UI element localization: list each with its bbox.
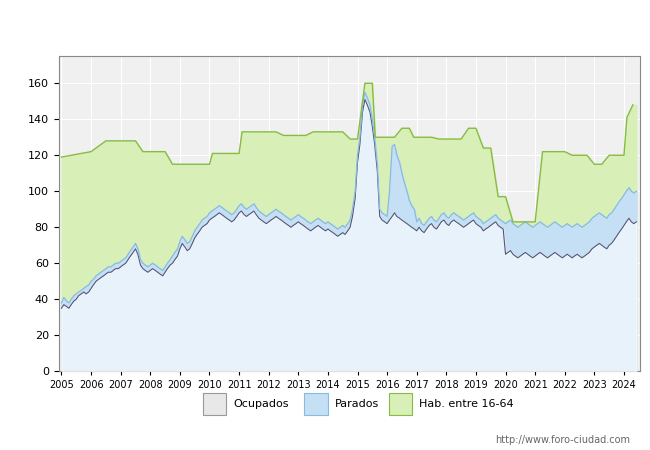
Text: Ocupados: Ocupados [233,399,289,409]
Text: http://www.foro-ciudad.com: http://www.foro-ciudad.com [495,435,630,445]
Text: Maranchón - Evolucion de la poblacion en edad de Trabajar Mayo de 2024: Maranchón - Evolucion de la poblacion en… [78,17,572,30]
Bar [304,393,328,414]
Text: Parados: Parados [335,399,379,409]
Text: Hab. entre 16-64: Hab. entre 16-64 [419,399,514,409]
Bar [389,393,412,414]
Bar [203,393,226,414]
